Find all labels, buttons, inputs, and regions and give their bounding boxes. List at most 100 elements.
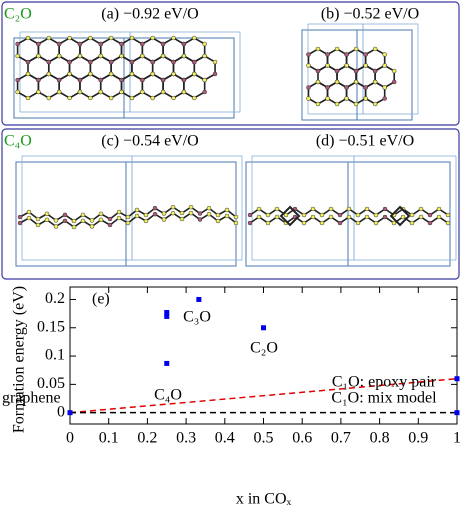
data-point [261,325,266,330]
atom [171,72,175,76]
cell-box [22,156,132,260]
atom [410,213,414,217]
atom [392,80,396,84]
atom [392,69,396,73]
annotation: C₁O: mix model [331,390,437,407]
x-tick-label: 1 [453,430,461,447]
atom [120,78,124,82]
atom [383,86,387,90]
atom [130,72,134,76]
atom [171,205,175,209]
atom [88,36,92,40]
atom [437,215,441,219]
atom [47,72,51,76]
atom [26,36,30,40]
atom [182,78,186,82]
atom [383,215,387,219]
annotation: C₂O [250,340,278,357]
atom [153,206,157,210]
atom [192,36,196,40]
atom [437,207,441,211]
atom [257,207,261,211]
atom [428,213,432,217]
atom [354,80,358,84]
atom [162,218,166,222]
atom [68,36,72,40]
x-tick-label: 0.8 [370,430,390,447]
atom [36,42,40,46]
atom [306,64,310,68]
atom [354,47,358,51]
group-label: C₂O [4,6,32,23]
atom [45,212,49,216]
atom [109,36,113,40]
atom [27,216,31,220]
bond [122,74,143,98]
atom [109,96,113,100]
atom [383,64,387,68]
atom [144,213,148,217]
atom [182,90,186,94]
atom [63,219,67,223]
atom [54,218,58,222]
atom [275,207,279,211]
atom [36,78,40,82]
atom [108,217,112,221]
atom [26,60,30,64]
atom [192,60,196,64]
bond [163,74,184,98]
atom [354,69,358,73]
atom [354,102,358,106]
atom [108,223,112,227]
atom [364,53,368,57]
atom [68,72,72,76]
atom [216,213,220,217]
atom [203,90,207,94]
atom [198,218,202,222]
atom [182,54,186,58]
atom [88,72,92,76]
atom [16,90,20,94]
panel-title: (a) −0.92 eV/O [101,6,198,23]
atom [144,219,148,223]
atom [306,97,310,101]
atom [373,80,377,84]
atom [99,90,103,94]
group-label: C₄O [4,133,32,150]
atom [78,54,82,58]
atom [99,42,103,46]
atom [311,207,315,211]
bond [328,82,347,104]
atom [207,206,211,210]
atom [374,213,378,217]
panel-frame [2,129,459,279]
atom [316,47,320,51]
atom [135,214,139,218]
atom [171,96,175,100]
atom [234,215,238,219]
atom [335,69,339,73]
atom [338,213,342,217]
atom [320,213,324,217]
annotation: C₁O: epoxy pair [332,374,437,391]
atom [335,80,339,84]
atom [207,212,211,216]
atom [401,215,405,219]
atom [306,86,310,90]
atom [373,69,377,73]
atom [117,210,121,214]
atom [364,86,368,90]
bond [184,74,205,98]
atom [192,72,196,76]
atom [47,36,51,40]
cell-box [14,38,124,118]
atom [99,54,103,58]
atom [329,207,333,211]
atom [347,215,351,219]
atom [347,207,351,211]
atom [383,53,387,57]
x-tick-label: 0.2 [137,430,157,447]
atom [316,80,320,84]
atom [90,224,94,228]
atom [326,53,330,57]
